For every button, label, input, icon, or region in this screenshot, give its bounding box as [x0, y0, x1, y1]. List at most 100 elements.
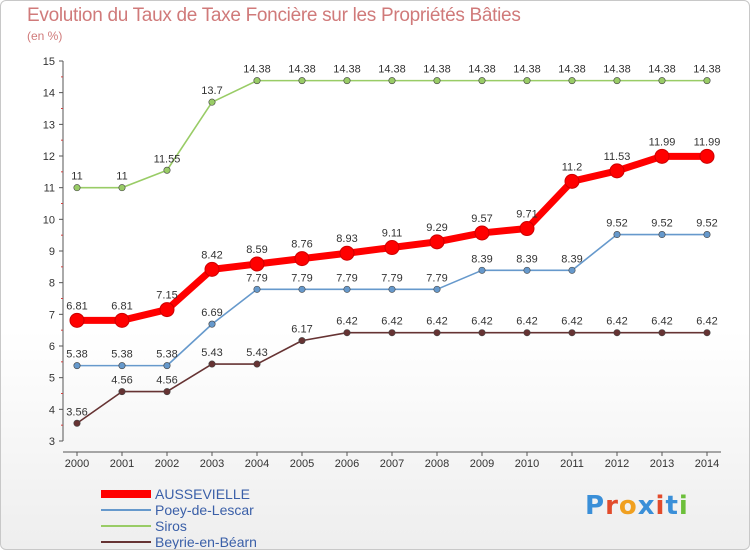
y-tick-label: 8: [49, 278, 55, 290]
x-tick-label: 2004: [245, 458, 269, 470]
logo-letter: i: [678, 491, 689, 521]
logo-letter: x: [637, 491, 656, 521]
data-label: 11.99: [649, 136, 676, 148]
data-point: [613, 77, 621, 85]
y-tick-label: 4: [49, 404, 55, 416]
data-label: 5.38: [66, 349, 87, 361]
data-point: [388, 285, 396, 293]
data-point: [703, 231, 711, 239]
data-point: [433, 77, 441, 85]
data-label: 11.53: [604, 151, 631, 163]
logo-letter: P: [585, 491, 606, 521]
data-label: 8.39: [471, 253, 492, 265]
data-label: 14.38: [693, 64, 721, 76]
data-point: [298, 285, 306, 293]
data-point: [114, 312, 130, 328]
data-point: [388, 77, 396, 85]
x-tick-label: 2008: [425, 458, 449, 470]
x-tick-label: 2002: [155, 458, 179, 470]
data-label: 9.52: [651, 218, 672, 230]
data-label: 11.2: [562, 161, 583, 173]
data-point: [249, 256, 265, 272]
data-label: 14.38: [603, 64, 631, 76]
data-label: 14.38: [558, 64, 586, 76]
data-label: 6.42: [516, 316, 537, 328]
y-tick-label: 14: [43, 88, 55, 100]
data-label: 14.38: [513, 64, 541, 76]
data-label: 7.15: [156, 290, 177, 302]
data-point: [609, 163, 625, 179]
data-point: [298, 337, 306, 345]
data-label: 8.39: [561, 253, 582, 265]
data-point: [73, 419, 81, 427]
data-point: [163, 362, 171, 370]
y-tick-label: 6: [49, 341, 55, 353]
legend-swatch: [101, 541, 151, 543]
data-label: 6.42: [651, 316, 672, 328]
y-tick-label: 10: [43, 214, 55, 226]
data-point: [343, 285, 351, 293]
data-label: 6.81: [66, 300, 87, 312]
logo-letter: t: [665, 491, 679, 521]
data-point: [568, 266, 576, 274]
data-point: [163, 388, 171, 396]
data-label: 6.42: [696, 316, 717, 328]
data-point: [429, 234, 445, 250]
logo-letter: o: [618, 491, 638, 521]
logo-letter: i: [655, 491, 666, 521]
data-point: [523, 77, 531, 85]
data-point: [478, 266, 486, 274]
data-point: [73, 184, 81, 192]
x-tick-label: 2010: [515, 458, 539, 470]
data-label: 8.39: [516, 253, 537, 265]
x-tick-label: 2007: [380, 458, 404, 470]
data-label: 14.38: [648, 64, 676, 76]
logo-letter: r: [605, 491, 619, 521]
data-point: [159, 302, 175, 318]
data-point: [478, 329, 486, 337]
data-point: [339, 245, 355, 261]
data-label: 8.59: [246, 244, 267, 256]
data-point: [523, 266, 531, 274]
x-tick-label: 2005: [290, 458, 314, 470]
data-label: 7.79: [291, 272, 312, 284]
data-label: 5.38: [156, 349, 177, 361]
data-point: [208, 360, 216, 368]
data-point: [703, 329, 711, 337]
x-tick-label: 2011: [560, 458, 584, 470]
x-tick-label: 2006: [335, 458, 359, 470]
data-label: 9.52: [696, 218, 717, 230]
unit-label: (en %): [27, 29, 63, 43]
data-point: [699, 148, 715, 164]
data-label: 7.79: [426, 272, 447, 284]
data-label: 14.38: [468, 64, 496, 76]
labels-layer: 3.56 4.56 4.56 5.43 5.43 6.17 6.42 6.42 6.42 6.42…: [66, 64, 720, 419]
legend-swatch: [101, 490, 151, 498]
y-tick-label: 5: [49, 373, 55, 385]
legend-swatch: [101, 525, 151, 527]
y-tick-label: 7: [49, 309, 55, 321]
proxiti-logo: Proxiti: [585, 491, 689, 521]
data-label: 14.38: [288, 64, 316, 76]
data-point: [118, 362, 126, 370]
y-tick-label: 11: [44, 183, 55, 195]
x-tick-label: 2000: [65, 458, 89, 470]
data-point: [474, 225, 490, 241]
data-label: 9.11: [382, 228, 403, 240]
legend-swatch: [101, 509, 151, 511]
x-tick-label: 2001: [110, 458, 134, 470]
data-label: 14.38: [333, 64, 361, 76]
data-label: 9.29: [426, 222, 447, 234]
data-point: [523, 329, 531, 337]
y-tick-label: 3: [49, 436, 55, 448]
data-label: 11.99: [694, 136, 721, 148]
data-label: 7.79: [246, 272, 267, 284]
x-tick-label: 2009: [470, 458, 494, 470]
data-point: [208, 320, 216, 328]
data-point: [658, 329, 666, 337]
data-label: 9.57: [471, 213, 492, 225]
data-point: [433, 329, 441, 337]
legend-label: Siros: [155, 518, 187, 534]
data-label: 8.93: [336, 233, 357, 245]
data-label: 6.42: [381, 316, 402, 328]
